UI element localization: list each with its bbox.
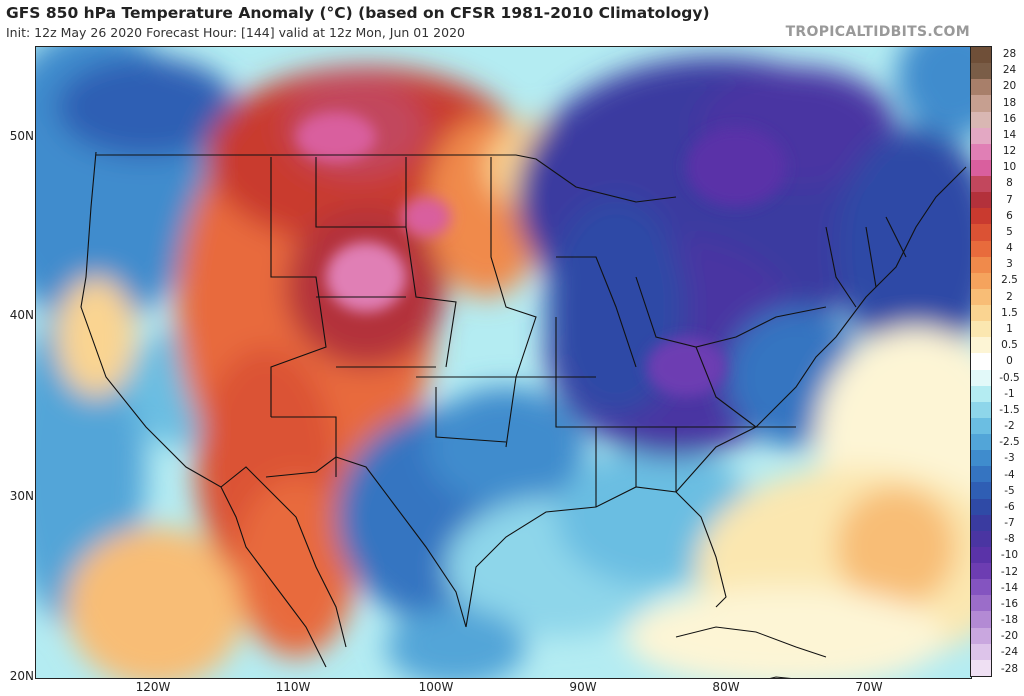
colorbar-label: 2.5 bbox=[1001, 274, 1018, 287]
colorbar-label: 18 bbox=[1002, 96, 1017, 109]
colorbar-label: -12 bbox=[1000, 565, 1019, 578]
map-subtitle: Init: 12z May 26 2020 Forecast Hour: [14… bbox=[6, 25, 465, 40]
colorbar-label: -6 bbox=[1004, 500, 1015, 513]
colorbar-swatch bbox=[971, 208, 991, 225]
colorbar-swatch bbox=[971, 192, 991, 209]
colorbar-swatch bbox=[971, 321, 991, 338]
colorbar-swatch bbox=[971, 450, 991, 467]
lon-label-120w: 120W bbox=[135, 680, 171, 694]
colorbar-swatch bbox=[971, 595, 991, 612]
colorbar-label: -5 bbox=[1004, 484, 1015, 497]
colorbar-label: -20 bbox=[1000, 630, 1019, 643]
colorbar-labels: 28 24 20 18 16 14 12 10 8 7 6 5 4 3 2.5 2 1.5 1 0.5 0 -0.5 -1… bbox=[995, 46, 1024, 677]
colorbar-label: -7 bbox=[1004, 517, 1015, 530]
colorbar-label: 28 bbox=[1002, 48, 1017, 61]
lon-label-70w: 70W bbox=[855, 680, 883, 694]
colorbar-label: 8 bbox=[1006, 177, 1013, 190]
colorbar-swatch bbox=[971, 256, 991, 273]
lon-label-90w: 90W bbox=[569, 680, 597, 694]
colorbar-label: -28 bbox=[1000, 662, 1019, 675]
colorbar-label: -16 bbox=[1000, 597, 1019, 610]
colorbar-label: 3 bbox=[1006, 258, 1013, 271]
colorbar-label: 1.5 bbox=[1001, 306, 1018, 319]
colorbar-label: 7 bbox=[1006, 193, 1013, 206]
colorbar-label: -2 bbox=[1004, 420, 1015, 433]
colorbar-swatch bbox=[971, 111, 991, 128]
colorbar-label: -2.5 bbox=[999, 436, 1020, 449]
map-canvas bbox=[36, 47, 971, 678]
colorbar-label: -1.5 bbox=[999, 403, 1020, 416]
lon-label-110w: 110W bbox=[275, 680, 311, 694]
colorbar-swatch bbox=[971, 224, 991, 241]
colorbar-label: -1 bbox=[1004, 387, 1015, 400]
colorbar-label: 1 bbox=[1006, 323, 1013, 335]
colorbar-label: 20 bbox=[1002, 80, 1017, 93]
colorbar-swatch bbox=[971, 579, 991, 596]
colorbar-swatch bbox=[971, 659, 991, 676]
colorbar-swatch bbox=[971, 143, 991, 160]
colorbar-swatch bbox=[971, 417, 991, 434]
colorbar-swatch bbox=[971, 288, 991, 305]
site-brand[interactable]: TROPICALTIDBITS.COM bbox=[785, 24, 970, 40]
caribbean-coast bbox=[675, 626, 827, 678]
colorbar-swatch bbox=[971, 643, 991, 660]
colorbar-swatch bbox=[971, 305, 991, 322]
colorbar-label: 16 bbox=[1002, 112, 1017, 125]
lat-label-50n: 50N bbox=[9, 129, 34, 143]
colorbar-swatch bbox=[971, 498, 991, 515]
colorbar-swatch bbox=[971, 627, 991, 644]
colorbar-swatch bbox=[971, 530, 991, 547]
map-title: GFS 850 hPa Temperature Anomaly (°C) (ba… bbox=[6, 4, 710, 22]
colorbar-label: 6 bbox=[1006, 209, 1013, 222]
colorbar-swatch bbox=[971, 272, 991, 289]
colorbar-swatch bbox=[971, 353, 991, 370]
colorbar-label: -10 bbox=[1000, 549, 1019, 562]
colorbar-swatch bbox=[971, 546, 991, 563]
colorbar-swatch bbox=[971, 385, 991, 402]
lon-label-100w: 100W bbox=[418, 680, 454, 694]
colorbar-swatch bbox=[971, 240, 991, 257]
colorbar-swatch bbox=[971, 95, 991, 112]
lat-label-20n: 20N bbox=[9, 669, 34, 683]
colorbar-label: -8 bbox=[1004, 533, 1015, 546]
colorbar-label: 14 bbox=[1002, 128, 1017, 141]
lon-label-80w: 80W bbox=[712, 680, 740, 694]
anomaly-peaks bbox=[296, 112, 786, 397]
colorbar-swatch bbox=[971, 369, 991, 386]
colorbar-swatch bbox=[971, 611, 991, 628]
colorbar-swatch bbox=[971, 127, 991, 144]
colorbar-swatch bbox=[971, 514, 991, 531]
colorbar-label: 12 bbox=[1002, 145, 1017, 158]
colorbar-label: 4 bbox=[1006, 242, 1013, 255]
colorbar-swatch bbox=[971, 482, 991, 499]
colorbar bbox=[970, 46, 992, 677]
colorbar-swatch bbox=[971, 337, 991, 354]
colorbar-label: -24 bbox=[1000, 646, 1019, 659]
colorbar-swatch bbox=[971, 466, 991, 483]
colorbar-label: 24 bbox=[1002, 64, 1017, 77]
colorbar-swatch bbox=[971, 563, 991, 580]
colorbar-label: 2 bbox=[1006, 290, 1013, 303]
colorbar-swatch bbox=[971, 159, 991, 176]
lat-label-40n: 40N bbox=[9, 308, 34, 322]
colorbar-label: -0.5 bbox=[999, 371, 1020, 384]
colorbar-label: -4 bbox=[1004, 468, 1015, 481]
borders bbox=[80, 151, 967, 668]
lat-label-30n: 30N bbox=[9, 489, 34, 503]
colorbar-label: 0 bbox=[1006, 355, 1013, 368]
anomaly-map[interactable] bbox=[35, 46, 972, 679]
colorbar-swatch bbox=[971, 79, 991, 96]
colorbar-swatch bbox=[971, 176, 991, 193]
colorbar-label: 10 bbox=[1002, 161, 1017, 174]
colorbar-label: 0.5 bbox=[1001, 339, 1018, 352]
colorbar-label: -3 bbox=[1004, 452, 1015, 465]
colorbar-swatch bbox=[971, 401, 991, 418]
colorbar-swatch bbox=[971, 63, 991, 80]
colorbar-label: 5 bbox=[1006, 225, 1013, 238]
colorbar-label: -18 bbox=[1000, 614, 1019, 627]
colorbar-swatch bbox=[971, 47, 991, 64]
colorbar-label: -14 bbox=[1000, 581, 1019, 594]
colorbar-swatch bbox=[971, 434, 991, 451]
